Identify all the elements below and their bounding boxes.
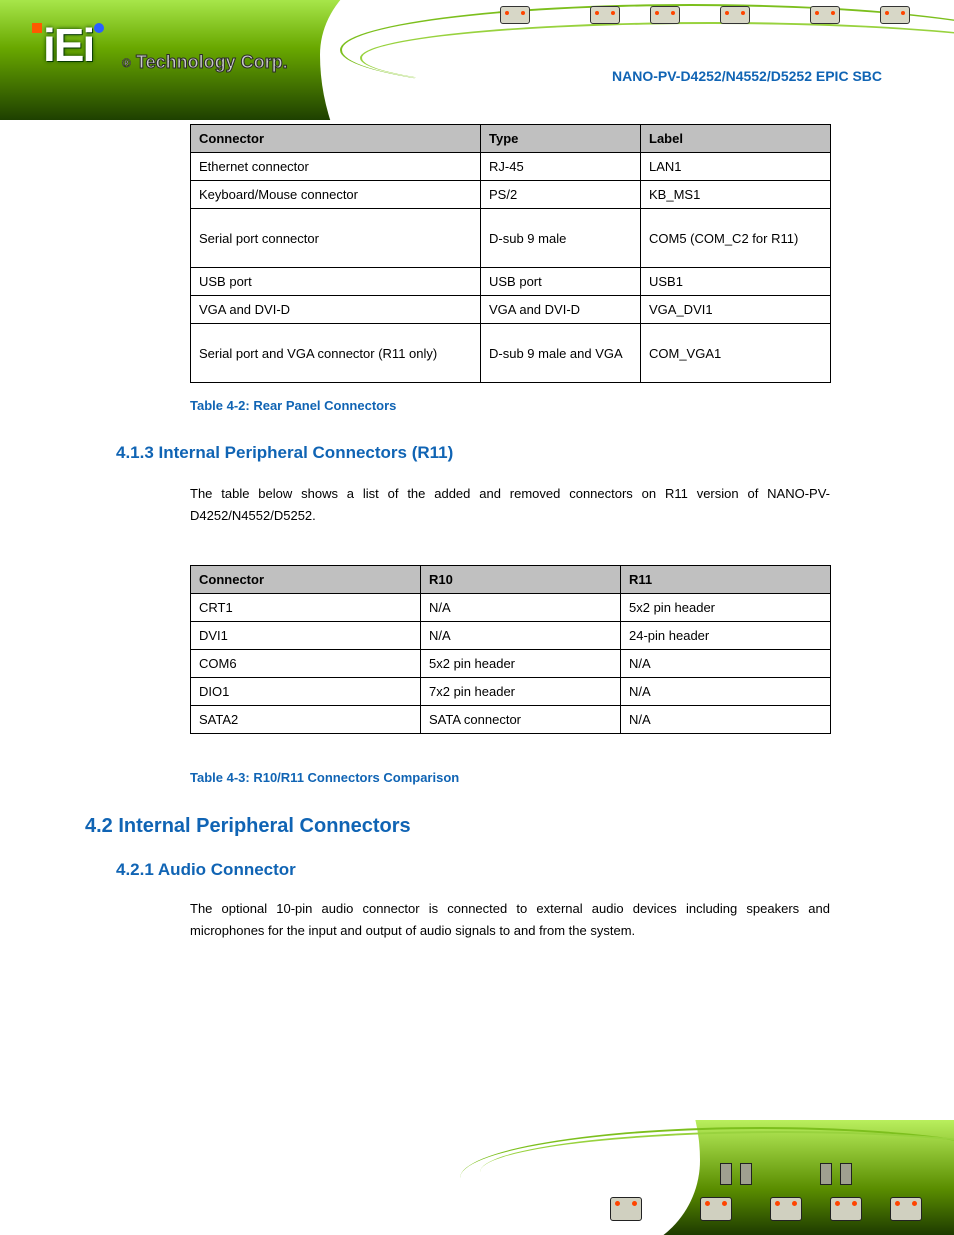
table-header-row: Connector R10 R11: [191, 566, 831, 594]
table-row: CRT1 N/A 5x2 pin header: [191, 594, 831, 622]
table-header-cell: R11: [621, 566, 831, 594]
table-cell: D-sub 9 male: [481, 209, 641, 268]
footer-banner: [0, 1120, 954, 1235]
table-cell: N/A: [621, 678, 831, 706]
table-cell: KB_MS1: [641, 181, 831, 209]
table-cell: USB port: [191, 268, 481, 296]
section-heading: 4.1.3 Internal Peripheral Connectors (R1…: [116, 443, 453, 463]
table-row: DIO1 7x2 pin header N/A: [191, 678, 831, 706]
table-cell: 5x2 pin header: [621, 594, 831, 622]
table-caption: Table 4-2: Rear Panel Connectors: [190, 398, 396, 413]
chip-icon: [810, 6, 840, 24]
section-paragraph: The optional 10-pin audio connector is c…: [190, 898, 830, 942]
table-cell: 24-pin header: [621, 622, 831, 650]
table-cell: DIO1: [191, 678, 421, 706]
table-cell: N/A: [621, 650, 831, 678]
table-row: COM6 5x2 pin header N/A: [191, 650, 831, 678]
table-cell: USB1: [641, 268, 831, 296]
table-cell: N/A: [421, 622, 621, 650]
r10-r11-compare-table-wrap: Connector R10 R11 CRT1 N/A 5x2 pin heade…: [190, 565, 831, 734]
table-header-cell: Connector: [191, 566, 421, 594]
logo-subtitle: Technology Corp.: [136, 52, 288, 73]
chip-icon: [880, 6, 910, 24]
table-header-cell: R10: [421, 566, 621, 594]
table-row: USB port USB port USB1: [191, 268, 831, 296]
table-cell: N/A: [421, 594, 621, 622]
header-banner: iEi ® Technology Corp.: [0, 0, 954, 120]
chip-icon: [830, 1197, 862, 1221]
table-cell: N/A: [621, 706, 831, 734]
table-cell: RJ-45: [481, 153, 641, 181]
logo-registered-icon: ®: [122, 56, 131, 70]
chip-icon: [720, 6, 750, 24]
chip-icon: [890, 1197, 922, 1221]
table-row: Keyboard/Mouse connector PS/2 KB_MS1: [191, 181, 831, 209]
section-paragraph: The table below shows a list of the adde…: [190, 483, 830, 527]
table-row: Ethernet connector RJ-45 LAN1: [191, 153, 831, 181]
table-cell: Keyboard/Mouse connector: [191, 181, 481, 209]
table-cell: Serial port and VGA connector (R11 only): [191, 324, 481, 383]
rear-panel-connectors-table-wrap: Connector Type Label Ethernet connector …: [190, 124, 831, 383]
capacitor-icon: [840, 1163, 852, 1185]
table-header-row: Connector Type Label: [191, 125, 831, 153]
logo-dot-blue-icon: [94, 23, 104, 33]
table-header-cell: Connector: [191, 125, 481, 153]
table-cell: SATA2: [191, 706, 421, 734]
table-cell: COM6: [191, 650, 421, 678]
section-heading: 4.2.1 Audio Connector: [116, 860, 296, 880]
table-cell: VGA and DVI-D: [481, 296, 641, 324]
table-cell: CRT1: [191, 594, 421, 622]
table-cell: Ethernet connector: [191, 153, 481, 181]
rear-panel-connectors-table: Connector Type Label Ethernet connector …: [190, 124, 831, 383]
table-row: Serial port and VGA connector (R11 only)…: [191, 324, 831, 383]
logo-square-red-icon: [32, 23, 42, 33]
table-cell: Serial port connector: [191, 209, 481, 268]
table-cell: 5x2 pin header: [421, 650, 621, 678]
chip-icon: [590, 6, 620, 24]
table-cell: D-sub 9 male and VGA: [481, 324, 641, 383]
table-caption: Table 4-3: R10/R11 Connectors Comparison: [190, 770, 459, 785]
capacitor-icon: [740, 1163, 752, 1185]
table-header-cell: Type: [481, 125, 641, 153]
chip-icon: [770, 1197, 802, 1221]
table-cell: VGA and DVI-D: [191, 296, 481, 324]
table-cell: DVI1: [191, 622, 421, 650]
chip-icon: [650, 6, 680, 24]
table-cell: COM5 (COM_C2 for R11): [641, 209, 831, 268]
chip-icon: [700, 1197, 732, 1221]
table-cell: SATA connector: [421, 706, 621, 734]
r10-r11-compare-table: Connector R10 R11 CRT1 N/A 5x2 pin heade…: [190, 565, 831, 734]
chip-icon: [500, 6, 530, 24]
table-row: SATA2 SATA connector N/A: [191, 706, 831, 734]
capacitor-icon: [720, 1163, 732, 1185]
logo-text: iEi: [43, 18, 93, 72]
section-heading: 4.2 Internal Peripheral Connectors: [85, 815, 411, 838]
product-title: NANO-PV-D4252/N4552/D5252 EPIC SBC: [612, 68, 882, 84]
table-cell: LAN1: [641, 153, 831, 181]
chip-icon: [610, 1197, 642, 1221]
table-cell: COM_VGA1: [641, 324, 831, 383]
table-cell: 7x2 pin header: [421, 678, 621, 706]
table-row: DVI1 N/A 24-pin header: [191, 622, 831, 650]
table-cell: USB port: [481, 268, 641, 296]
table-cell: VGA_DVI1: [641, 296, 831, 324]
capacitor-icon: [820, 1163, 832, 1185]
table-row: VGA and DVI-D VGA and DVI-D VGA_DVI1: [191, 296, 831, 324]
table-row: Serial port connector D-sub 9 male COM5 …: [191, 209, 831, 268]
table-header-cell: Label: [641, 125, 831, 153]
table-cell: PS/2: [481, 181, 641, 209]
logo: iEi ® Technology Corp.: [32, 18, 312, 88]
